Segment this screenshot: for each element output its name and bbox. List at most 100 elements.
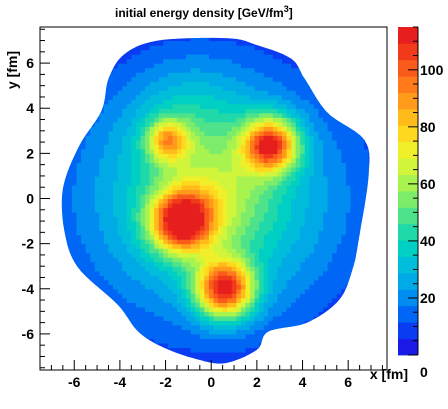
heatmap-cell — [323, 184, 329, 191]
heatmap-cell — [190, 261, 196, 267]
heatmap-cell — [49, 307, 54, 312]
heatmap-cell — [231, 139, 237, 145]
heatmap-cell — [218, 243, 224, 249]
heatmap-cell — [231, 315, 237, 321]
heatmap-cell — [94, 239, 100, 245]
heatmap-cell — [145, 180, 151, 186]
heatmap-cell — [323, 248, 329, 254]
heatmap-cell — [104, 32, 109, 37]
heatmap-cell — [62, 72, 68, 78]
heatmap-cell — [117, 275, 123, 281]
heatmap-cell — [122, 90, 128, 96]
heatmap-cell — [295, 108, 301, 114]
heatmap-cell — [323, 212, 329, 218]
heatmap-cell — [163, 324, 169, 330]
heatmap-cell — [250, 45, 256, 51]
heatmap-cell — [145, 302, 151, 308]
heatmap-cell — [227, 103, 233, 109]
heatmap-cell — [172, 135, 178, 141]
heatmap-cell — [145, 324, 151, 330]
heatmap-cell — [259, 76, 265, 82]
heatmap-cell — [254, 284, 260, 290]
heatmap-cell — [291, 315, 297, 321]
heatmap-cell — [208, 153, 215, 159]
heatmap-cell — [231, 225, 237, 231]
heatmap-cell — [323, 315, 329, 321]
heatmap-cell — [323, 180, 329, 186]
heatmap-cell — [286, 94, 292, 100]
heatmap-cell — [163, 121, 169, 127]
heatmap-cell — [277, 356, 283, 362]
heatmap-cell — [218, 338, 224, 344]
heatmap-cell — [286, 347, 292, 353]
heatmap-cell — [250, 320, 256, 326]
heatmap-cell — [135, 40, 142, 46]
heatmap-cell — [245, 144, 251, 150]
heatmap-cell — [332, 76, 338, 82]
heatmap-cell — [222, 139, 228, 145]
heatmap-cell — [199, 360, 205, 364]
heatmap-cell — [281, 342, 288, 349]
heatmap-cell — [158, 171, 164, 177]
heatmap-cell — [181, 275, 187, 281]
heatmap-cell — [76, 157, 82, 163]
heatmap-cell — [190, 45, 196, 51]
heatmap-cell — [149, 212, 155, 218]
heatmap-cell — [323, 356, 329, 362]
heatmap-cell — [167, 225, 174, 231]
heatmap-cell — [318, 248, 324, 254]
heatmap-cell — [254, 121, 260, 127]
heatmap-cell — [71, 288, 78, 294]
heatmap-cell — [218, 144, 224, 150]
heatmap-cell — [149, 94, 155, 100]
heatmap-cell — [186, 324, 192, 330]
heatmap-cell — [195, 103, 201, 109]
heatmap-cell — [227, 58, 233, 64]
heatmap-cell — [140, 139, 146, 145]
heatmap-cell — [181, 225, 187, 231]
heatmap-cell — [304, 347, 310, 353]
heatmap-cell — [131, 171, 137, 177]
heatmap-cell — [313, 49, 320, 55]
heatmap-cell — [149, 293, 155, 299]
heatmap-cell — [281, 221, 288, 227]
heatmap-cell — [167, 342, 174, 349]
heatmap-cell — [81, 270, 87, 276]
heatmap-cell — [131, 157, 137, 163]
heatmap-cell — [85, 221, 91, 227]
heatmap-cell — [259, 58, 265, 64]
heatmap-cell — [62, 315, 68, 321]
heatmap-cell — [117, 37, 123, 42]
heatmap-cell — [126, 45, 132, 51]
heatmap-cell — [99, 297, 105, 303]
heatmap-cell — [49, 235, 54, 240]
heatmap-cell — [49, 212, 54, 217]
heatmap-cell — [108, 148, 114, 154]
heatmap-cell — [195, 81, 201, 87]
heatmap-cell — [313, 76, 320, 82]
heatmap-cell — [126, 144, 132, 150]
heatmap-cell — [126, 248, 132, 254]
heatmap-cell — [172, 243, 178, 249]
heatmap-cell — [167, 221, 174, 227]
heatmap-cell — [61, 252, 64, 258]
heatmap-cell — [250, 360, 256, 364]
heatmap-cell — [140, 212, 146, 218]
heatmap-cell — [300, 37, 306, 42]
heatmap-cell — [108, 112, 114, 118]
heatmap-cell — [300, 342, 306, 349]
heatmap-cell — [131, 203, 137, 209]
heatmap-cell — [71, 135, 78, 141]
heatmap-cell — [259, 193, 265, 200]
heatmap-cell — [167, 144, 174, 150]
heatmap-cell — [67, 148, 73, 154]
heatmap-cell — [332, 184, 338, 191]
heatmap-cell — [236, 112, 242, 118]
heatmap-cell — [199, 90, 205, 96]
heatmap-cell — [108, 166, 114, 173]
heatmap-cell — [113, 311, 119, 317]
heatmap-cell — [281, 153, 288, 159]
heatmap-cell — [259, 270, 265, 276]
heatmap-cell — [272, 85, 279, 91]
heatmap-cell — [122, 216, 128, 222]
